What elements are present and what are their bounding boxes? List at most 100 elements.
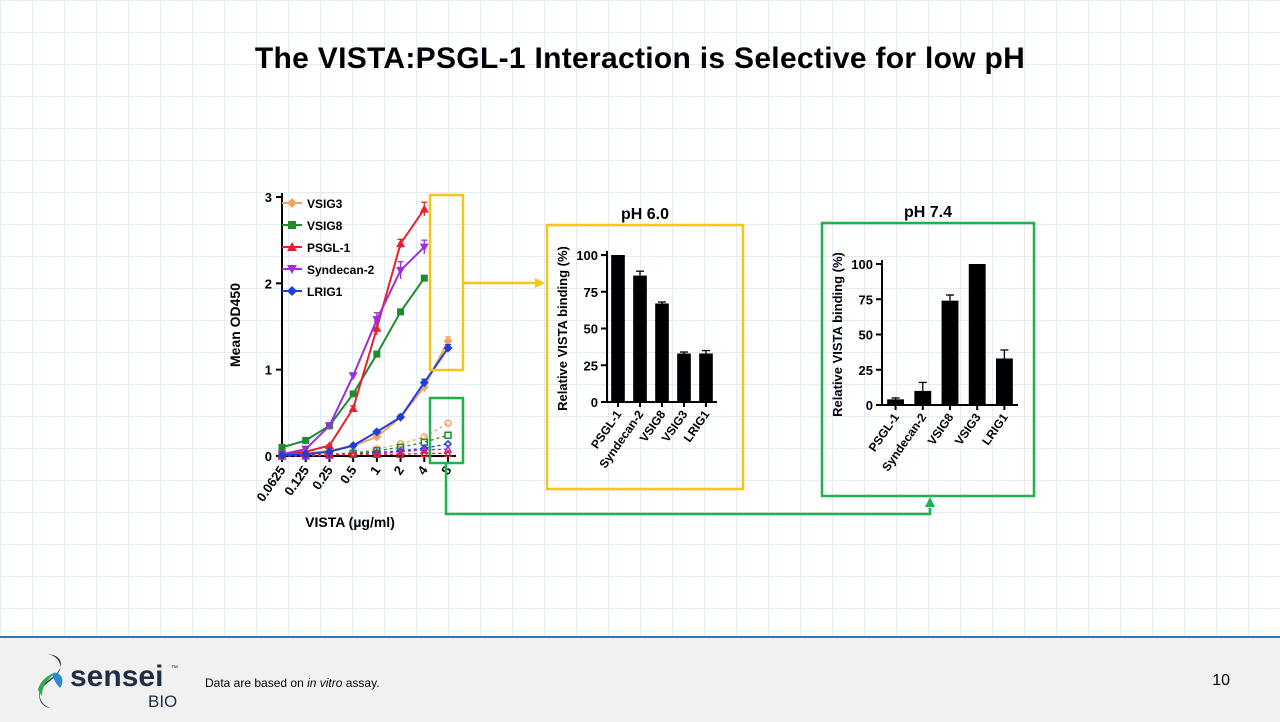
legend-label: VSIG8 (307, 219, 343, 233)
x-tick-label: 0.0625 (253, 463, 288, 504)
y-tick-label: 3 (265, 190, 272, 205)
bar (995, 358, 1013, 405)
series-point (302, 436, 310, 444)
series-point (278, 443, 286, 451)
dashed-series-line (281, 434, 449, 457)
arrow-head-icon (535, 278, 545, 288)
series-point (348, 372, 358, 381)
y-tick-label: 100 (851, 257, 873, 272)
series-point (349, 390, 357, 398)
y-tick-label: 50 (859, 328, 873, 343)
page-number: 10 (1212, 672, 1230, 689)
series-point (443, 336, 453, 346)
y-tick-label: 100 (576, 248, 598, 263)
series-point (396, 412, 406, 422)
series-point (372, 432, 382, 442)
series-point (324, 441, 334, 450)
x-tick-label: 1 (367, 463, 383, 478)
logo-tm: ™ (171, 665, 178, 672)
series-point (372, 427, 382, 437)
dashed-series-point (396, 446, 405, 455)
series-point (372, 316, 382, 325)
dashed-series-point (443, 444, 453, 453)
annotations (428, 193, 935, 516)
y-tick-label: 25 (859, 363, 873, 378)
bar (699, 353, 713, 402)
bar (677, 353, 691, 402)
series-point (372, 323, 382, 332)
y-axis-title: Relative VISTA binding (%) (830, 252, 845, 417)
x-tick-label: 4 (414, 462, 431, 477)
legend-marker (288, 221, 296, 229)
y-tick-label: 25 (584, 358, 598, 373)
bar-chart-ph74: pH 7.4 0 25 50 75 100 Relative VISTA binding (… (820, 204, 1036, 498)
bar-chart-ph6: pH 6.0 0 25 50 75 100 Relative VISTA binding (… (545, 206, 745, 491)
legend-label: Syndecan-2 (307, 263, 375, 277)
bar (941, 300, 959, 405)
dashed-series-line (281, 422, 449, 457)
series-point (324, 422, 334, 431)
series-point (419, 243, 429, 252)
series-point (420, 274, 428, 282)
series-point (348, 404, 358, 413)
series-point (397, 308, 405, 316)
sensei-bio-logo: sensei ™ BIO (38, 654, 178, 711)
panel-box (820, 221, 1036, 498)
x-tick-label: LRIG1 (979, 410, 1011, 447)
x-tick-label: 0.125 (281, 463, 312, 498)
series-point (301, 445, 311, 454)
logo-wordmark: sensei (70, 660, 163, 693)
series-point (396, 239, 406, 248)
logo-sub: BIO (148, 692, 177, 711)
dashed-series-line (282, 448, 449, 457)
series-point (348, 441, 358, 451)
dashed-series-point (443, 448, 453, 458)
arrow-head-icon (925, 497, 935, 507)
footnote-prefix: Data are based on (205, 676, 308, 690)
logo-accent-icon (38, 672, 56, 696)
x-axis-title: VISTA (µg/ml) (305, 514, 395, 530)
bar (611, 255, 625, 402)
y-tick-label: 2 (265, 276, 272, 291)
y-tick-label: 0 (591, 395, 598, 410)
y-axis-title: Mean OD450 (227, 283, 243, 367)
y-tick-label: 75 (859, 292, 873, 307)
legend-label: LRIG1 (307, 285, 343, 299)
dashed-series-point (372, 448, 381, 457)
logo-mark-icon (39, 654, 61, 708)
bar (914, 390, 932, 405)
footnote: Data are based on in vitro assay. (205, 676, 380, 690)
footnote-suffix: assay. (342, 676, 380, 690)
y-axis-title: Relative VISTA binding (%) (555, 246, 570, 411)
dashed-series-line (282, 443, 449, 457)
dashed-series-point (420, 445, 429, 454)
bar (887, 399, 905, 405)
dashed-series-point (444, 419, 452, 427)
panel-title: pH 7.4 (904, 204, 952, 221)
dashed-series-point (372, 449, 382, 459)
dashed-series-point (348, 449, 358, 459)
y-tick-label: 1 (265, 363, 272, 378)
x-tick-label: VSIG3 (952, 410, 984, 447)
x-tick-label: VSIG8 (925, 410, 957, 447)
bar (968, 264, 986, 405)
series-line (281, 246, 425, 456)
panel-title: pH 6.0 (621, 206, 669, 223)
y-tick-label: 75 (584, 285, 598, 300)
legend-label: VSIG3 (307, 197, 343, 211)
series-point (419, 204, 429, 213)
footer-bar (0, 636, 1280, 722)
x-tick-label: 0.25 (309, 463, 336, 492)
panel-box (545, 223, 745, 491)
series-point (301, 449, 311, 459)
series-point (324, 447, 334, 457)
bar (633, 275, 647, 402)
dashed-series-point (373, 447, 381, 455)
y-tick-label: 50 (584, 322, 598, 337)
dashed-series-point (444, 431, 452, 440)
dashed-series-point (420, 448, 429, 458)
legend-marker (287, 265, 297, 274)
series-line (281, 277, 426, 449)
footnote-italic: in vitro (307, 676, 343, 690)
